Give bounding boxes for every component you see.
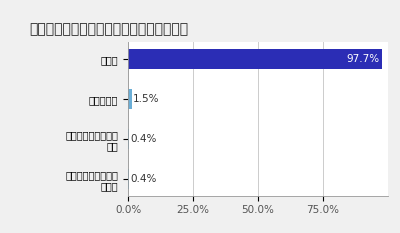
Text: 0.4%: 0.4% (130, 134, 157, 144)
Bar (128, 129, 129, 149)
Text: 現在の就職活動の状況を教えてください。: 現在の就職活動の状況を教えてください。 (29, 23, 188, 37)
Text: 0.4%: 0.4% (130, 174, 157, 184)
Text: 1.5%: 1.5% (133, 94, 160, 104)
Text: 97.7%: 97.7% (347, 54, 380, 64)
Bar (128, 89, 132, 109)
Bar (128, 169, 129, 189)
Bar (128, 49, 382, 69)
